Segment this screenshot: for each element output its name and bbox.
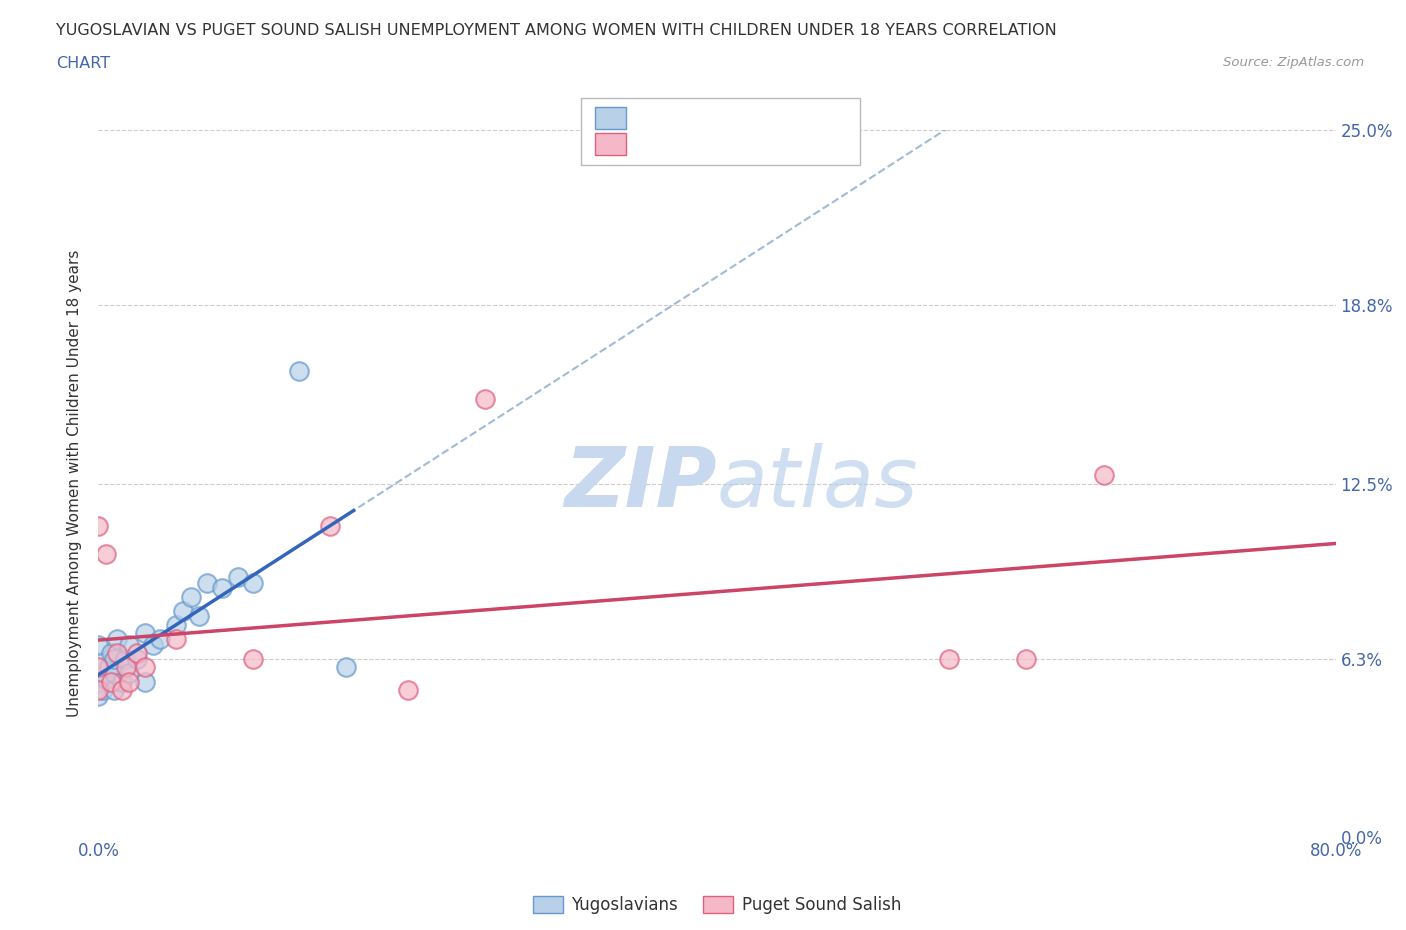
Point xyxy=(319,519,342,534)
Text: atlas: atlas xyxy=(717,443,918,525)
Point xyxy=(118,674,141,689)
Point xyxy=(98,660,121,675)
Point xyxy=(87,637,110,652)
Point xyxy=(115,660,138,675)
Point xyxy=(105,631,128,646)
Point xyxy=(87,688,110,703)
Text: CHART: CHART xyxy=(56,56,110,71)
Point xyxy=(134,674,156,689)
Point xyxy=(127,645,149,660)
Point xyxy=(118,637,141,652)
Point xyxy=(195,575,218,590)
Point xyxy=(87,655,110,670)
Text: ZIP: ZIP xyxy=(564,443,717,525)
Point xyxy=(188,609,211,624)
Point xyxy=(142,637,165,652)
Point xyxy=(173,604,195,618)
Text: Source: ZipAtlas.com: Source: ZipAtlas.com xyxy=(1223,56,1364,69)
Legend: Yugoslavians, Puget Sound Salish: Yugoslavians, Puget Sound Salish xyxy=(526,889,908,921)
Point xyxy=(111,674,134,689)
Point xyxy=(100,645,122,660)
Point xyxy=(91,683,114,698)
Point xyxy=(100,674,122,689)
Point xyxy=(396,683,419,698)
Point xyxy=(87,683,110,698)
Point xyxy=(87,519,110,534)
Point xyxy=(242,575,264,590)
Point xyxy=(134,626,156,641)
Point xyxy=(1015,651,1038,666)
Text: 19: 19 xyxy=(758,137,779,152)
Text: N =: N = xyxy=(724,137,758,152)
Point xyxy=(474,392,496,406)
Point xyxy=(127,651,149,666)
Point xyxy=(103,683,125,698)
Point xyxy=(111,683,134,698)
Point xyxy=(103,651,125,666)
Point xyxy=(87,660,110,675)
Text: 31: 31 xyxy=(758,111,779,126)
Text: 0.312: 0.312 xyxy=(665,137,713,152)
Y-axis label: Unemployment Among Women with Children Under 18 years: Unemployment Among Women with Children U… xyxy=(67,250,83,717)
Point xyxy=(1092,468,1115,483)
Point xyxy=(226,569,249,584)
Point xyxy=(96,547,118,562)
Point xyxy=(288,363,311,378)
Point xyxy=(938,651,960,666)
Point xyxy=(134,660,156,675)
Point xyxy=(165,631,187,646)
Point xyxy=(242,651,264,666)
Point xyxy=(105,645,128,660)
Point xyxy=(118,666,141,681)
Point xyxy=(114,651,136,666)
Point xyxy=(149,631,172,646)
Point xyxy=(165,618,187,632)
Point xyxy=(96,671,118,686)
Text: R =: R = xyxy=(634,111,668,126)
Text: YUGOSLAVIAN VS PUGET SOUND SALISH UNEMPLOYMENT AMONG WOMEN WITH CHILDREN UNDER 1: YUGOSLAVIAN VS PUGET SOUND SALISH UNEMPL… xyxy=(56,23,1057,38)
Point xyxy=(335,660,357,675)
Point xyxy=(180,590,202,604)
Point xyxy=(87,674,110,689)
Point xyxy=(211,580,233,595)
Point xyxy=(103,666,125,681)
Text: N =: N = xyxy=(724,111,758,126)
Text: 0.155: 0.155 xyxy=(665,111,713,126)
Text: R =: R = xyxy=(634,137,668,152)
